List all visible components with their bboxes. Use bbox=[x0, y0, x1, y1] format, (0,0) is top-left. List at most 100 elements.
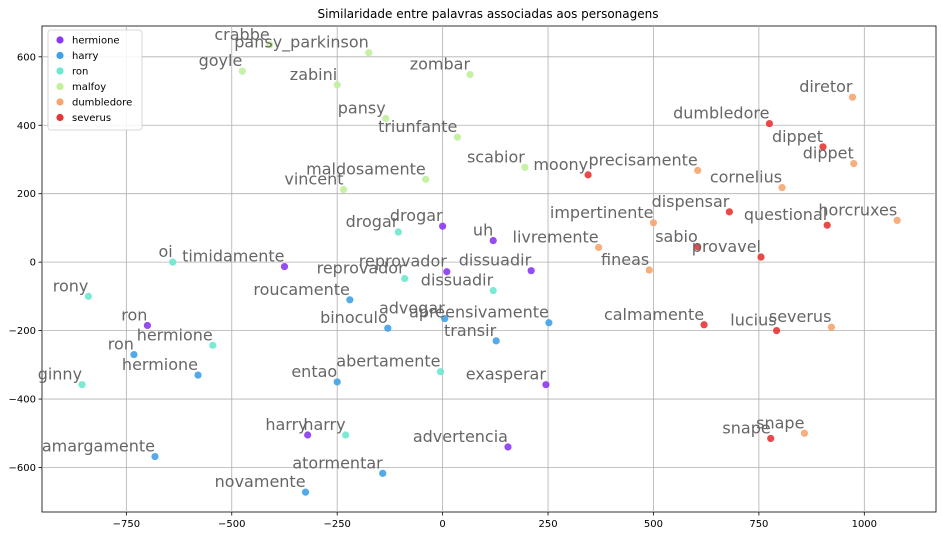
x-tick-label: −500 bbox=[218, 519, 245, 530]
data-point bbox=[436, 368, 445, 376]
data-point bbox=[130, 350, 138, 359]
point-label: goyle bbox=[199, 51, 243, 70]
point-label: impertinente bbox=[550, 203, 654, 222]
point-label: harry bbox=[265, 415, 307, 434]
point-label: dissuadir bbox=[459, 251, 532, 270]
point-label: reprovador bbox=[359, 252, 447, 271]
point-label: sabio bbox=[655, 227, 698, 246]
point-label: oi bbox=[158, 242, 172, 261]
point-label: dumbledore bbox=[673, 104, 769, 123]
point-label: zabini bbox=[290, 65, 337, 84]
y-tick-label: 600 bbox=[17, 52, 36, 63]
data-point bbox=[379, 469, 387, 477]
x-tick-label: 0 bbox=[439, 519, 445, 530]
data-point bbox=[439, 222, 447, 230]
x-tick-label: 250 bbox=[538, 519, 557, 530]
data-point bbox=[823, 221, 831, 229]
data-point bbox=[143, 321, 152, 330]
data-point bbox=[280, 263, 289, 271]
data-point bbox=[694, 166, 702, 175]
data-point bbox=[850, 159, 858, 168]
point-label: drogar bbox=[390, 206, 443, 225]
data-point bbox=[848, 93, 857, 101]
point-label: apreensivamente bbox=[409, 303, 549, 322]
y-tick-label: −600 bbox=[9, 463, 36, 474]
point-label: exasperar bbox=[466, 365, 547, 384]
data-point bbox=[819, 143, 827, 151]
point-label: ron bbox=[121, 305, 147, 324]
point-label: dippet bbox=[772, 127, 823, 146]
data-point bbox=[266, 41, 274, 49]
point-label: zombar bbox=[410, 55, 471, 74]
grid-lines bbox=[42, 26, 936, 512]
data-point bbox=[645, 266, 653, 274]
legend-label: malfoy bbox=[72, 82, 106, 93]
y-tick-label: 0 bbox=[30, 258, 36, 269]
chart-title: Similaridade entre palavras associadas a… bbox=[317, 7, 658, 21]
point-label: cornelius bbox=[710, 168, 782, 187]
point-label: drogar bbox=[346, 212, 399, 231]
data-point bbox=[772, 327, 781, 335]
data-point bbox=[169, 258, 177, 266]
legend-label: hermione bbox=[72, 36, 120, 47]
point-label: binoculo bbox=[320, 308, 388, 327]
data-point bbox=[384, 324, 392, 332]
data-point bbox=[333, 81, 341, 89]
data-point bbox=[194, 371, 202, 379]
data-point bbox=[584, 171, 592, 179]
data-point bbox=[342, 431, 350, 439]
point-label: severus bbox=[769, 307, 832, 326]
y-tick-label: −200 bbox=[9, 326, 36, 337]
data-point bbox=[339, 185, 348, 194]
data-point bbox=[151, 452, 159, 461]
y-tick-label: −400 bbox=[9, 395, 36, 406]
data-point bbox=[521, 163, 529, 171]
point-label: advertencia bbox=[413, 427, 508, 446]
point-label: novamente bbox=[215, 472, 306, 491]
axes: −750 −500 −250 0 250 500 750 1000 −600 −400 −200 0 2… bbox=[9, 52, 878, 530]
data-point bbox=[800, 429, 809, 437]
data-point bbox=[893, 216, 901, 224]
point-label: calmamente bbox=[604, 305, 704, 324]
legend-marker bbox=[56, 82, 64, 91]
x-tick-label: 500 bbox=[644, 519, 663, 530]
point-label: harry bbox=[303, 415, 345, 434]
point-label: snape bbox=[722, 418, 770, 437]
data-point bbox=[78, 381, 86, 389]
plot-area bbox=[41, 25, 937, 513]
data-point bbox=[765, 119, 774, 128]
legend-marker bbox=[56, 98, 64, 106]
data-point bbox=[401, 274, 409, 283]
data-points bbox=[78, 41, 901, 496]
point-label: entao bbox=[291, 362, 337, 381]
point-label: transir bbox=[444, 321, 497, 340]
point-label: diretor bbox=[799, 77, 853, 96]
data-point bbox=[545, 319, 553, 327]
data-point bbox=[382, 114, 390, 123]
data-point bbox=[443, 268, 451, 276]
legend-label: harry bbox=[72, 51, 99, 62]
data-point bbox=[209, 341, 217, 349]
data-point bbox=[489, 236, 497, 245]
point-label: hermione bbox=[122, 355, 198, 374]
data-point bbox=[757, 253, 765, 261]
point-label: questional bbox=[744, 205, 827, 224]
y-tick-label: 200 bbox=[17, 189, 36, 200]
point-label: precisamente bbox=[588, 150, 697, 169]
data-point bbox=[489, 286, 497, 295]
point-label: lucius bbox=[730, 311, 776, 330]
data-point bbox=[649, 219, 658, 227]
data-point bbox=[394, 228, 402, 236]
data-point bbox=[365, 49, 373, 57]
data-point bbox=[466, 71, 474, 79]
legend-marker bbox=[56, 113, 64, 122]
point-label: reprovador bbox=[317, 259, 405, 278]
point-label: advogar bbox=[379, 299, 445, 318]
x-tick-label: 750 bbox=[749, 519, 768, 530]
legend: hermione harry ron malfoy dumbledore severus bbox=[47, 29, 143, 131]
data-point bbox=[441, 315, 449, 323]
point-label: snape bbox=[756, 413, 804, 432]
data-point bbox=[725, 208, 733, 216]
point-label: provavel bbox=[692, 237, 761, 256]
